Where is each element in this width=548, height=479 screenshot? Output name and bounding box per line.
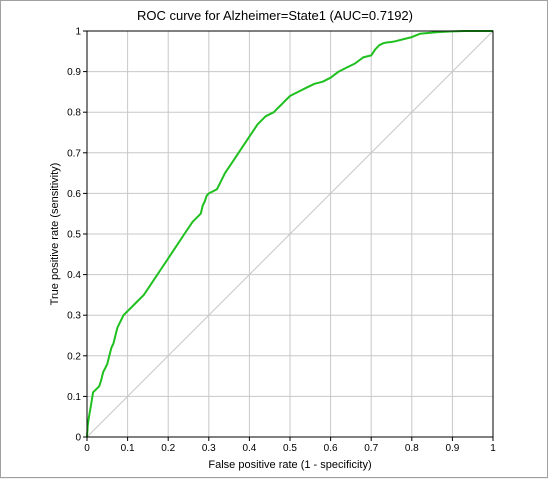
x-tick-label: 0 (84, 443, 90, 454)
y-axis-title: True positive rate (sensitivity) (49, 163, 61, 306)
x-tick-label: 0.6 (324, 443, 338, 454)
y-tick-label: 0.1 (67, 392, 81, 403)
x-tick-label: 0.8 (405, 443, 419, 454)
roc-curve (86, 30, 493, 438)
y-tick-label: 0.8 (67, 108, 81, 119)
x-tick-label: 0.2 (161, 443, 175, 454)
x-tick-label: 0.5 (283, 443, 297, 454)
chart-title: ROC curve for Alzheimer=State1 (AUC=0.71… (137, 8, 413, 23)
x-axis-ticks: 0 0.1 0.2 0.3 0.4 0.5 0.6 0.7 0.8 0.9 1 (84, 437, 496, 454)
x-tick-label: 0.3 (202, 443, 216, 454)
y-tick-label: 0 (75, 433, 81, 444)
y-axis-ticks: 0 0.1 0.2 0.3 0.4 0.5 0.6 0.7 0.8 0.9 1 (67, 27, 87, 444)
x-tick-label: 0.7 (364, 443, 378, 454)
y-tick-label: 0.9 (67, 67, 81, 78)
y-tick-label: 0.6 (67, 189, 81, 200)
x-tick-label: 0.4 (242, 443, 256, 454)
y-tick-label: 0.7 (67, 148, 81, 159)
y-tick-label: 0.3 (67, 311, 81, 322)
x-tick-label: 0.1 (121, 443, 135, 454)
y-tick-label: 0.5 (67, 230, 81, 241)
y-tick-label: 0.2 (67, 351, 81, 362)
y-tick-label: 0.4 (67, 270, 81, 281)
reference-diagonal (86, 30, 494, 438)
x-tick-label: 0.9 (445, 443, 459, 454)
y-tick-label: 1 (75, 27, 81, 38)
x-tick-label: 1 (490, 443, 496, 454)
x-axis-title: False positive rate (1 - specificity) (208, 459, 371, 471)
